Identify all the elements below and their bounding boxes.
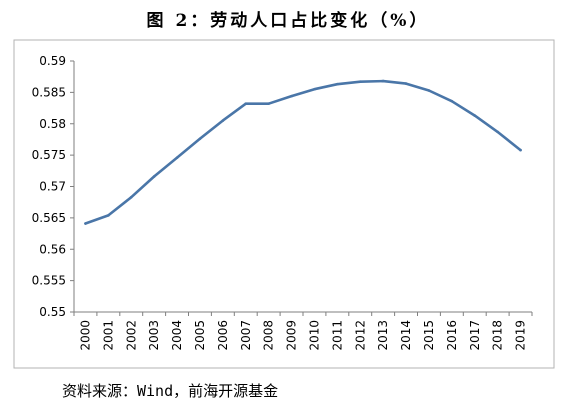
series-layer [84, 79, 522, 225]
y-tick-label: 0.56 [39, 242, 66, 256]
y-tick-label: 0.55 [39, 305, 66, 319]
data-point [496, 130, 499, 134]
data-point [358, 80, 362, 84]
x-tick-label: 2004 [170, 320, 184, 351]
data-point [129, 195, 133, 199]
y-tick-label: 0.59 [39, 54, 66, 68]
x-tick-label: 2002 [124, 320, 138, 351]
data-point [152, 175, 156, 178]
x-tick-label: 2006 [216, 320, 230, 351]
data-point [473, 114, 477, 117]
data-point [244, 102, 248, 105]
data-point [427, 89, 431, 92]
x-tick-label: 2011 [330, 320, 344, 351]
x-tick-label: 2003 [147, 320, 161, 351]
data-point [84, 222, 87, 225]
data-point [381, 79, 385, 83]
x-tick-label: 2018 [491, 320, 505, 351]
data-point [221, 119, 225, 122]
x-tick-label: 2005 [193, 320, 207, 351]
data-point [107, 214, 110, 217]
x-tick-label: 2019 [514, 320, 528, 351]
y-tick-label: 0.555 [32, 274, 66, 288]
source-note: 资料来源：Wind，前海开源基金 [62, 382, 279, 400]
x-tick-label: 2014 [399, 320, 413, 351]
x-axis: 2000 2001 2002 2003 2004 2005 2006 2007 2008 2009… [73, 311, 533, 351]
y-tick-label: 0.565 [32, 211, 66, 225]
data-point [404, 82, 408, 85]
data-point [175, 156, 179, 159]
x-tick-label: 2013 [376, 320, 390, 351]
x-tick-label: 2010 [307, 320, 321, 351]
y-axis: 0.59 0.585 0.58 0.575 0.57 0.565 0.56 0.555 0.55 [32, 54, 75, 319]
x-tick-label: 2015 [422, 320, 436, 351]
chart-frame [13, 39, 555, 369]
x-tick-label: 2009 [285, 320, 299, 351]
data-point [290, 94, 293, 98]
data-point [313, 87, 316, 91]
series-line [84, 79, 522, 225]
x-tick-label: 2017 [468, 320, 482, 351]
x-tick-label: 2000 [78, 320, 92, 351]
x-tick-label: 2001 [101, 320, 115, 351]
chart-title: 图 2：劳动人口占比变化（%） [146, 11, 430, 31]
x-tick-label: 2008 [262, 320, 276, 351]
data-point [519, 148, 522, 152]
data-point [450, 99, 454, 103]
x-tick-label: 2016 [445, 320, 459, 351]
data-point [336, 82, 339, 86]
y-tick-label: 0.57 [39, 180, 66, 194]
y-tick-label: 0.575 [32, 148, 66, 162]
x-tick-label: 2012 [353, 320, 367, 351]
data-point [198, 137, 202, 141]
data-point [267, 102, 270, 105]
x-tick-label: 2007 [239, 320, 253, 351]
y-tick-label: 0.585 [32, 85, 66, 99]
y-tick-label: 0.58 [39, 117, 66, 131]
